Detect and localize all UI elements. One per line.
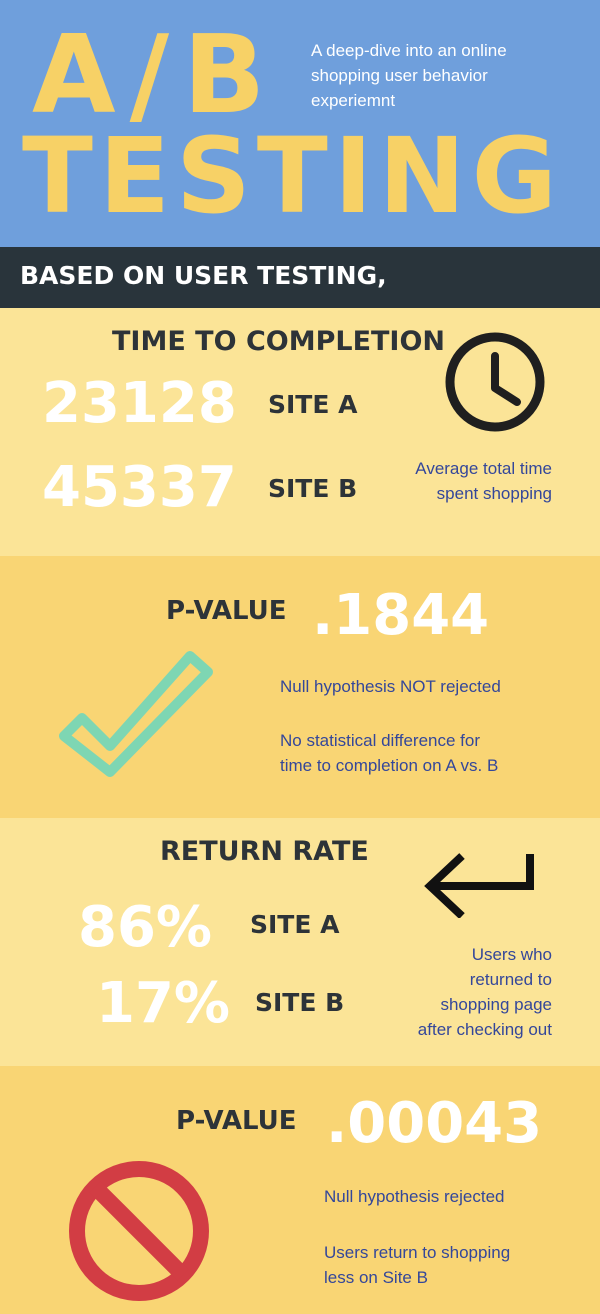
site-b-time-value: 45337 [42, 455, 237, 520]
return-note: Users who returned to shopping page afte… [380, 942, 552, 1042]
pvalue1-note-line2: time to completion on A vs. B [280, 756, 499, 775]
pvalue2-value: .00043 [326, 1091, 543, 1156]
pvalue-section-1: P-VALUE .1844 Null hypothesis NOT reject… [0, 556, 600, 818]
pvalue1-note: No statistical difference for time to co… [280, 728, 580, 778]
site-a-return-label: SITE A [250, 910, 340, 939]
return-note-line4: after checking out [417, 1020, 552, 1039]
site-a-time-value: 23128 [42, 371, 237, 436]
subtitle: A deep-dive into an online shopping user… [311, 41, 507, 110]
checkmark-icon [59, 651, 213, 777]
site-b-time-label: SITE B [268, 474, 358, 503]
return-heading: RETURN RATE [160, 836, 369, 867]
return-note-line3: shopping page [440, 995, 552, 1014]
banner: BASED ON USER TESTING, [0, 247, 600, 308]
site-a-return-value: 86% [78, 895, 213, 960]
site-b-return-value: 17% [96, 971, 231, 1036]
clock-icon [445, 332, 545, 432]
pvalue2-label: P-VALUE [176, 1106, 297, 1136]
banner-text: BASED ON USER TESTING, [20, 261, 387, 290]
pvalue-section-2: P-VALUE .00043 Null hypothesis rejected … [0, 1066, 600, 1314]
time-heading: TIME TO COMPLETION [112, 326, 446, 357]
time-to-completion-section: TIME TO COMPLETION 23128 SITE A 45337 SI… [0, 308, 600, 556]
return-note-line2: returned to [469, 970, 552, 989]
title-ab: A/B [32, 13, 280, 138]
pvalue1-note-line1: No statistical difference for [280, 731, 480, 750]
site-b-return-label: SITE B [255, 988, 345, 1017]
pvalue1-result: Null hypothesis NOT rejected [280, 677, 501, 696]
return-arrow-icon [424, 853, 534, 918]
pvalue2-result: Null hypothesis rejected [324, 1187, 505, 1206]
title-testing: TESTING [22, 115, 563, 237]
pvalue2-note: Users return to shopping less on Site B [324, 1240, 584, 1290]
prohibited-icon [69, 1161, 209, 1301]
return-rate-section: RETURN RATE 86% SITE A 17% SITE B Users … [0, 818, 600, 1066]
header: A/B TESTING A deep-dive into an online s… [0, 0, 600, 247]
time-note: Average total time spent shopping [380, 456, 552, 506]
return-note-line1: Users who [471, 945, 552, 964]
pvalue2-note-line2: less on Site B [324, 1268, 428, 1287]
time-note-line1: Average total time [415, 459, 552, 478]
pvalue2-note-line1: Users return to shopping [324, 1243, 511, 1262]
pvalue1-label: P-VALUE [166, 596, 287, 626]
site-a-time-label: SITE A [268, 390, 358, 419]
pvalue1-value: .1844 [312, 583, 490, 648]
time-note-line2: spent shopping [436, 484, 552, 503]
